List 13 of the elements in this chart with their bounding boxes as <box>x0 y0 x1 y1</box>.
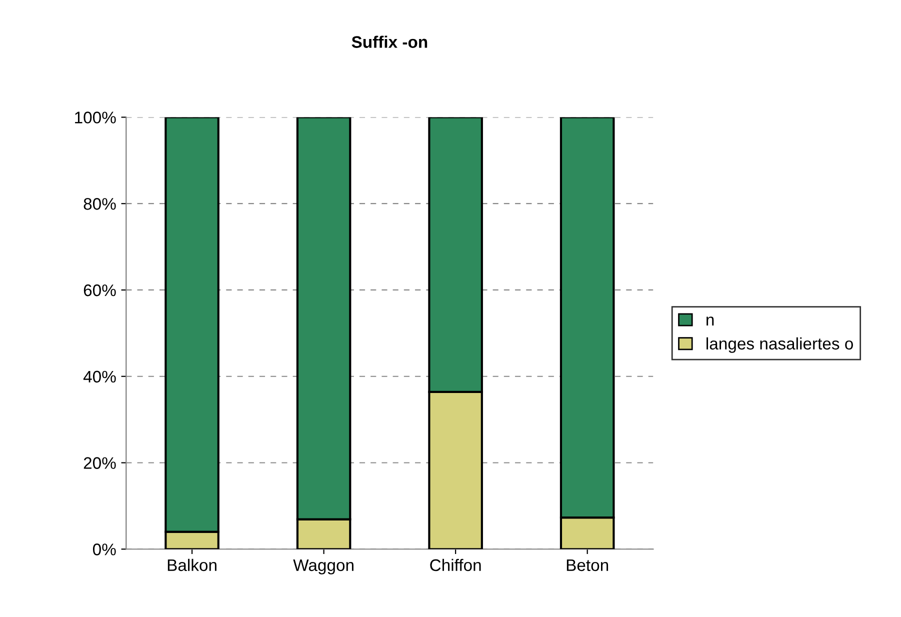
x-tick-label: Beton <box>566 559 608 572</box>
legend-label: langes nasaliertes o <box>706 337 853 353</box>
y-tick-label: 20% <box>84 457 116 469</box>
x-tick-label: Waggon <box>293 559 354 574</box>
chart-title: Suffix -on <box>352 36 428 48</box>
y-tick-label: 0% <box>92 544 116 556</box>
x-tick-label: Chiffon <box>430 558 481 572</box>
x-tick-label: Balkon <box>168 558 216 572</box>
y-tick-label: 100% <box>75 112 116 124</box>
y-tick-label: 60% <box>84 284 116 296</box>
y-tick-label: 80% <box>84 198 116 210</box>
y-tick-label: 40% <box>83 370 116 383</box>
legend-label: n <box>706 316 714 326</box>
